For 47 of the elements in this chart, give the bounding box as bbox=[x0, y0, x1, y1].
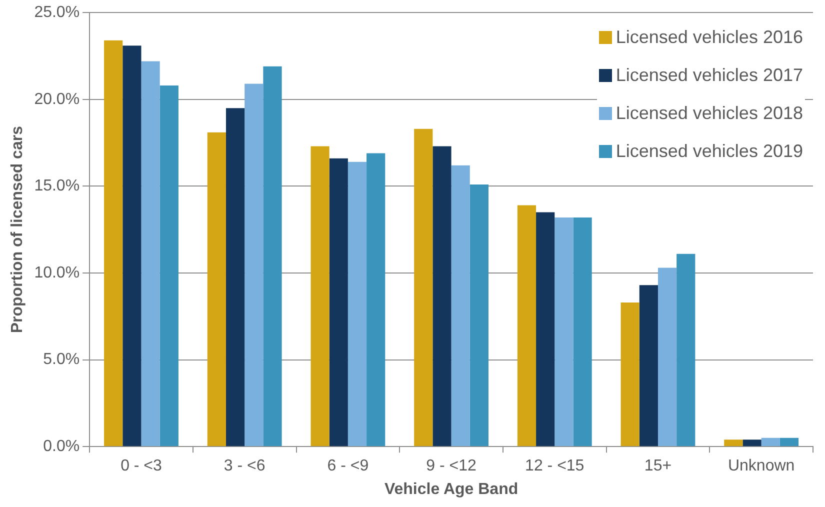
bar bbox=[780, 438, 799, 446]
bar bbox=[742, 440, 762, 446]
bar bbox=[329, 158, 348, 446]
bar bbox=[207, 132, 226, 446]
bar bbox=[432, 146, 452, 446]
bar bbox=[554, 217, 574, 446]
bar bbox=[451, 165, 470, 446]
x-tick-label: 0 - <3 bbox=[120, 458, 162, 475]
x-tick-label: 3 - <6 bbox=[224, 458, 266, 475]
bar bbox=[122, 46, 142, 446]
legend-label: Licensed vehicles 2017 bbox=[616, 65, 803, 86]
bar bbox=[414, 128, 433, 446]
bar bbox=[160, 86, 178, 446]
bar bbox=[104, 40, 123, 446]
bar bbox=[639, 285, 658, 446]
bar bbox=[517, 205, 536, 446]
bar bbox=[141, 61, 160, 446]
y-tick-label: 5.0% bbox=[43, 351, 80, 368]
legend-label: Licensed vehicles 2018 bbox=[616, 103, 803, 124]
bar bbox=[676, 254, 696, 446]
y-tick-label: 15.0% bbox=[34, 178, 80, 195]
y-tick-label: 0.0% bbox=[43, 438, 80, 456]
legend-label: Licensed vehicles 2019 bbox=[616, 141, 803, 162]
bar bbox=[658, 268, 677, 446]
y-tick-label: 20.0% bbox=[34, 90, 80, 108]
y-axis-title: Proportion of licensed cars bbox=[9, 126, 26, 334]
bar bbox=[244, 84, 264, 446]
bar bbox=[724, 440, 743, 446]
y-tick-label: 10.0% bbox=[34, 264, 80, 282]
bar bbox=[348, 162, 367, 446]
bar bbox=[226, 108, 245, 446]
bar bbox=[536, 212, 555, 446]
bar bbox=[470, 184, 488, 446]
bar bbox=[366, 153, 386, 446]
bar bbox=[310, 146, 330, 446]
x-axis-title: Vehicle Age Band bbox=[384, 480, 518, 498]
x-tick-label: Unknown bbox=[728, 458, 795, 475]
y-tick-label: 25.0% bbox=[34, 4, 80, 22]
bar bbox=[620, 302, 640, 446]
bar bbox=[761, 438, 780, 446]
x-tick-label: 12 - <15 bbox=[525, 458, 584, 475]
bar bbox=[573, 217, 592, 446]
x-tick-label: 15+ bbox=[644, 458, 672, 475]
bar bbox=[263, 66, 282, 446]
x-tick-label: 9 - <12 bbox=[426, 458, 477, 475]
legend-label: Licensed vehicles 2016 bbox=[616, 27, 803, 48]
x-tick-label: 6 - <9 bbox=[327, 458, 369, 475]
